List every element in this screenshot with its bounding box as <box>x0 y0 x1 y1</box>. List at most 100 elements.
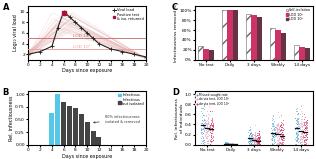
Point <box>247 136 252 139</box>
Point <box>234 143 239 146</box>
Point <box>276 116 282 118</box>
Point <box>233 143 238 146</box>
Point <box>201 122 206 124</box>
Point <box>198 128 204 131</box>
Point <box>299 135 304 137</box>
Point <box>300 125 305 127</box>
Point <box>250 143 255 145</box>
Point <box>299 105 304 108</box>
Point <box>276 124 281 127</box>
Point <box>232 143 237 146</box>
Point <box>276 143 281 145</box>
Point <box>226 143 231 146</box>
Point <box>253 140 258 143</box>
Point <box>270 118 276 121</box>
Point <box>247 129 252 132</box>
Point <box>299 112 304 114</box>
Point <box>223 141 228 143</box>
Point <box>247 137 252 140</box>
Point <box>275 132 280 134</box>
Point <box>280 124 285 126</box>
Point <box>228 143 234 145</box>
Point <box>202 120 207 123</box>
Point <box>269 125 274 127</box>
Point <box>254 134 259 137</box>
Point <box>232 143 237 145</box>
Point <box>303 123 308 126</box>
Point <box>248 139 253 142</box>
Point <box>270 114 275 116</box>
Point <box>210 135 216 138</box>
Bar <box>198 46 204 60</box>
Point <box>246 129 252 131</box>
Point <box>257 133 262 135</box>
Text: B: B <box>3 88 9 97</box>
Point <box>277 127 282 130</box>
Point <box>249 132 254 135</box>
Point <box>302 127 307 130</box>
Point <box>255 133 260 136</box>
Point <box>298 122 303 125</box>
Point <box>204 121 209 124</box>
Point <box>299 124 304 127</box>
Point <box>246 135 251 138</box>
Point <box>210 139 215 142</box>
Point <box>278 128 283 131</box>
Point <box>203 128 208 131</box>
Point <box>280 134 285 136</box>
Point <box>246 140 252 142</box>
Bar <box>61 102 66 145</box>
Point <box>225 143 230 145</box>
Point <box>299 137 304 140</box>
Point <box>199 127 204 130</box>
Point <box>301 122 307 125</box>
Point <box>229 143 234 146</box>
Point <box>206 129 211 132</box>
Point <box>248 140 253 142</box>
Point <box>281 139 286 141</box>
Point <box>202 124 207 127</box>
Point <box>224 142 229 145</box>
Point <box>295 109 300 112</box>
Point <box>295 122 300 125</box>
Point <box>280 139 285 142</box>
Point <box>202 119 207 121</box>
Point <box>228 143 233 146</box>
Point <box>296 117 301 120</box>
X-axis label: Days since exposure: Days since exposure <box>62 68 112 73</box>
Point <box>250 133 255 135</box>
Point <box>231 143 236 146</box>
Point <box>251 137 256 140</box>
Point <box>208 143 213 146</box>
Point <box>223 142 228 145</box>
Point <box>304 133 309 135</box>
Point <box>281 137 286 140</box>
Point <box>252 141 257 144</box>
Point <box>222 141 228 143</box>
Point <box>203 136 208 138</box>
Point <box>202 118 207 121</box>
Point <box>295 126 300 128</box>
Point <box>208 125 213 128</box>
Point <box>294 109 299 112</box>
Point <box>227 143 232 146</box>
Point <box>252 141 257 143</box>
Point <box>301 136 306 138</box>
Point <box>210 127 215 129</box>
Point <box>224 141 229 144</box>
Point <box>258 139 263 141</box>
Point <box>250 142 255 145</box>
Point <box>233 143 238 146</box>
Point <box>231 143 236 145</box>
Point <box>203 141 208 143</box>
Point <box>277 125 283 128</box>
Point <box>206 105 211 107</box>
Point <box>206 134 211 136</box>
Point <box>293 107 298 110</box>
Point <box>206 113 211 115</box>
Point <box>234 143 239 146</box>
Point <box>256 140 261 143</box>
Point <box>300 130 305 133</box>
Point <box>222 143 227 146</box>
Bar <box>270 28 276 60</box>
